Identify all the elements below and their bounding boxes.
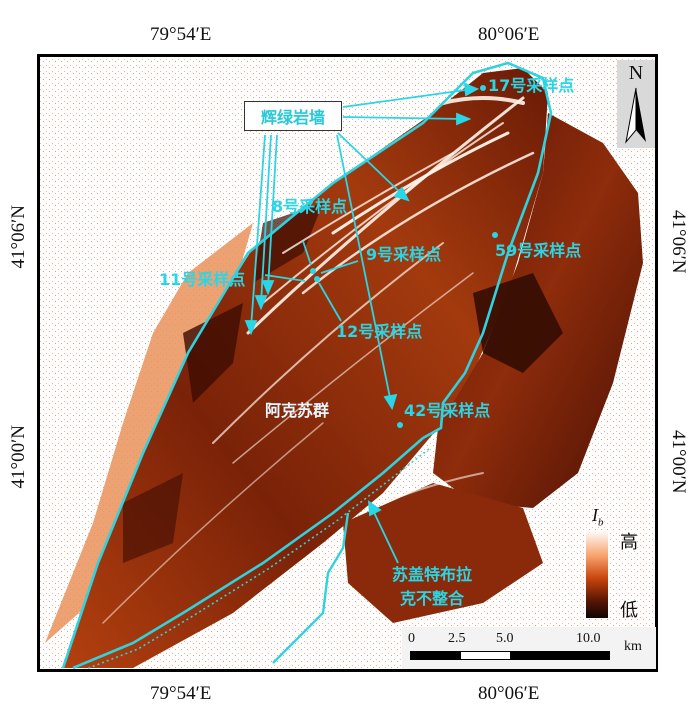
north-arrow-icon — [625, 87, 646, 144]
sample-17-label: 17号采样点 — [488, 76, 575, 95]
map-frame[interactable] — [37, 54, 658, 672]
unconformity-line-dotted — [83, 448, 430, 669]
scale-bar: 0 2.5 5.0 10.0 km — [402, 627, 656, 669]
sample-12-label: 12号采样点 — [336, 322, 423, 341]
sample-points — [310, 85, 498, 428]
north-label: N — [628, 62, 644, 84]
scale-tick-5: 5.0 — [496, 631, 514, 646]
scale-tick-10: 10.0 — [576, 631, 601, 646]
dark-patch-4 — [253, 203, 323, 283]
south-block — [343, 483, 543, 623]
legend-symbol: Ib — [592, 505, 604, 529]
scale-tick-2-5: 2.5 — [448, 631, 466, 646]
unconformity-line — [72, 437, 424, 669]
scale-bar-graphic — [410, 651, 610, 660]
legend-gradient — [586, 530, 608, 618]
dyke-streaks — [102, 96, 535, 624]
unconformity-label-line1: 苏盖特布拉 — [392, 565, 473, 584]
dark-patch-3 — [123, 473, 183, 563]
north-arrow: N — [617, 60, 655, 148]
dark-patch-2 — [473, 273, 563, 373]
legend-high: 高 — [620, 532, 638, 553]
sample-59-label: 59号采样点 — [495, 241, 582, 260]
left-latitude-1: 41°06′N — [8, 205, 29, 269]
sample-11-label: 11号采样点 — [159, 270, 246, 289]
sample-9-label: 9号采样点 — [366, 245, 442, 264]
unconformity-label-line2: 克不整合 — [400, 589, 465, 608]
sample-8-label: 8号采样点 — [272, 197, 348, 216]
legend: Ib 高 低 — [580, 500, 656, 621]
bottom-longitude-1: 79°54′E — [150, 683, 212, 704]
right-latitude-1: 41°06′N — [668, 210, 689, 274]
map-raster — [40, 57, 655, 669]
dark-patch-1 — [183, 303, 243, 403]
bottom-longitude-2: 80°06′E — [478, 683, 540, 704]
formation-boundary — [61, 61, 553, 669]
legend-low: 低 — [620, 600, 638, 621]
left-latitude-2: 41°00′N — [8, 425, 29, 489]
dyke-label-box: 辉绿岩墙 — [244, 101, 342, 131]
sample-42-label: 42号采样点 — [404, 401, 491, 420]
akesu-group-label: 阿克苏群 — [265, 401, 330, 420]
top-longitude-2: 80°06′E — [478, 24, 540, 45]
akesu-group-body — [63, 68, 548, 668]
annotation-arrows — [244, 82, 480, 564]
top-longitude-1: 79°54′E — [150, 24, 212, 45]
scale-tick-0: 0 — [408, 631, 415, 646]
south-boundary — [272, 512, 350, 664]
right-latitude-2: 41°00′N — [668, 430, 689, 494]
scale-unit: km — [624, 639, 642, 654]
